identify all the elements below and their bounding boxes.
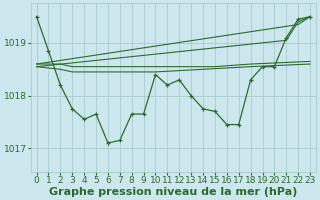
X-axis label: Graphe pression niveau de la mer (hPa): Graphe pression niveau de la mer (hPa) (49, 187, 298, 197)
